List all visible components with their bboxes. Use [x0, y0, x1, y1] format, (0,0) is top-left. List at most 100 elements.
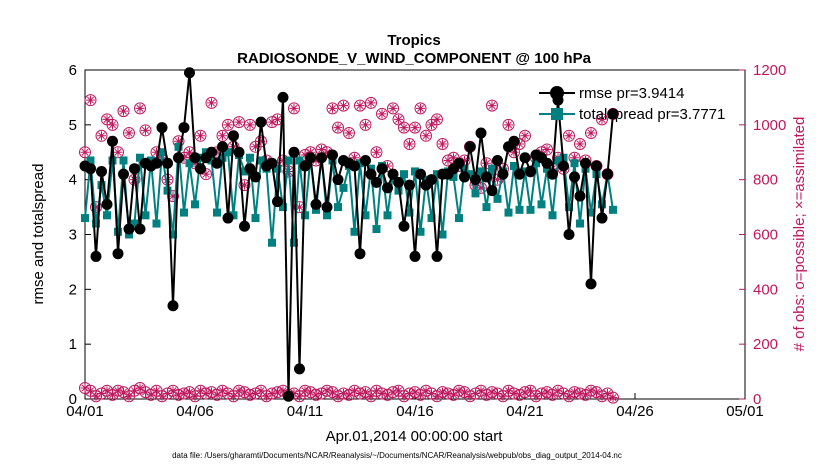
rmse-point [431, 250, 443, 262]
obs-assimilated-point [421, 386, 431, 396]
obs-assimilated-point [267, 117, 277, 127]
rmse-point [96, 165, 107, 177]
totalspread-point [532, 159, 540, 168]
obs-assimilated-point [322, 386, 332, 396]
totalspread-point [394, 186, 403, 195]
totalspread-point [301, 211, 309, 220]
obs-assimilated-point [377, 389, 387, 399]
obs-possible-point [238, 179, 251, 192]
obs-assimilated-point [465, 391, 475, 401]
rmse-point [349, 160, 360, 172]
obs-assimilated-point [361, 120, 370, 130]
obs-possible-point [431, 113, 443, 126]
rmse-point [354, 248, 366, 260]
obs-possible-point [134, 102, 146, 115]
totalspread-point [229, 211, 238, 220]
obs-assimilated-point [559, 389, 568, 399]
obs-possible-point [519, 129, 531, 142]
legend-spread-label: totalspread pr=3.7771 [579, 106, 725, 123]
obs-assimilated-point [564, 391, 574, 401]
rmse-point [371, 176, 382, 188]
obs-assimilated-point [542, 387, 552, 397]
obs-possible-point [596, 113, 608, 126]
x-tick-label: 04/26 [616, 403, 654, 420]
rmse-point [360, 154, 371, 166]
obs-assimilated-point [212, 390, 222, 400]
obs-assimilated-point [372, 386, 381, 396]
obs-assimilated-point [218, 131, 227, 141]
obs-possible-point [403, 138, 416, 151]
totalspread-point [207, 156, 216, 165]
obs-assimilated-point [223, 389, 233, 399]
totalspread-point [460, 164, 469, 173]
obs-possible-point [585, 127, 597, 140]
obs-assimilated-point [388, 103, 398, 113]
obs-assimilated-point [531, 391, 541, 401]
obs-assimilated-point [410, 387, 420, 397]
obs-assimilated-point [355, 389, 365, 399]
totalspread-point [372, 225, 381, 234]
rmse-point [112, 248, 124, 260]
totalspread-point [251, 214, 260, 223]
obs-assimilated-point [520, 387, 530, 397]
totalspread-point [471, 189, 480, 198]
obs-assimilated-point [394, 386, 403, 396]
rmse-point [486, 185, 498, 197]
totalspread-point [246, 153, 254, 162]
totalspread-point [334, 203, 342, 212]
totalspread-point [119, 156, 128, 165]
rmse-point [547, 168, 558, 180]
rmse-point [404, 179, 415, 191]
obs-assimilated-point [196, 386, 205, 396]
obs-assimilated-point [553, 386, 563, 396]
obs-possible-point [326, 102, 339, 115]
obs-assimilated-point [443, 389, 453, 399]
totalspread-point [130, 219, 139, 228]
totalspread-point [548, 211, 557, 220]
obs-assimilated-point [273, 114, 282, 124]
obs-assimilated-point [240, 180, 249, 190]
rmse-point [426, 174, 437, 186]
obs-assimilated-point [476, 386, 486, 396]
rmse-point [123, 223, 135, 235]
rmse-point [299, 160, 311, 172]
obs-assimilated-point [245, 390, 255, 400]
rmse-point [327, 149, 338, 161]
obs-possible-point [106, 118, 119, 131]
obs-assimilated-point [317, 145, 326, 155]
obs-assimilated-point [306, 387, 315, 397]
rmse-point [85, 163, 96, 175]
obs-possible-point [343, 127, 355, 140]
rmse-point [178, 122, 190, 134]
rmse-point [519, 152, 531, 164]
rmse-point [459, 171, 470, 183]
obs-assimilated-point [86, 386, 95, 396]
obs-assimilated-point [586, 128, 596, 138]
obs-assimilated-point [97, 131, 106, 141]
rmse-point [470, 174, 481, 186]
rmse-point [217, 141, 228, 153]
obs-assimilated-point [256, 386, 266, 396]
obs-assimilated-point [487, 387, 497, 397]
obs-assimilated-point [168, 386, 178, 396]
totalspread-point [295, 156, 304, 165]
obs-assimilated-point [460, 387, 469, 397]
totalspread-point [180, 208, 188, 217]
obs-assimilated-point [548, 390, 557, 400]
y-tick-label: 4 [69, 172, 77, 189]
obs-assimilated-point [174, 390, 183, 400]
obs-possible-point [79, 146, 91, 159]
obs-assimilated-point [328, 387, 337, 397]
x-tick-label: 04/16 [396, 403, 434, 420]
rmse-point [305, 152, 316, 164]
rmse-point [239, 220, 250, 232]
x-tick-label: 04/11 [287, 403, 323, 420]
obs-assimilated-point [597, 391, 607, 401]
obs-assimilated-point [295, 202, 304, 212]
obs-assimilated-point [108, 390, 117, 400]
obs-assimilated-point [399, 123, 409, 133]
totalspread-point [152, 219, 161, 228]
obs-assimilated-point [124, 391, 134, 401]
obs-assimilated-point [80, 383, 90, 393]
totalspread-point [383, 211, 392, 220]
